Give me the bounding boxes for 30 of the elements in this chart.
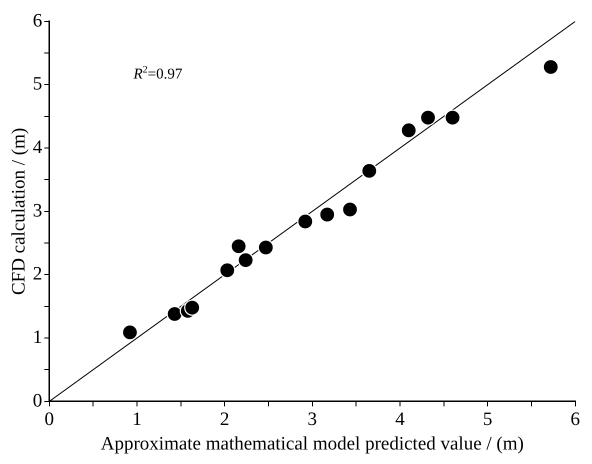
point (219, 262, 236, 278)
point (122, 324, 138, 340)
x-tick-label: 5 (482, 408, 492, 430)
point (400, 122, 417, 138)
point (258, 239, 274, 256)
y-tick-label: 5 (32, 74, 42, 95)
x-tick-label: 1 (132, 408, 142, 430)
y-tick-label: 2 (32, 264, 42, 285)
point (444, 110, 461, 126)
x-tick-label: 4 (395, 408, 406, 430)
x-tick-label: 6 (570, 408, 580, 430)
x-tick-label: 3 (308, 408, 318, 430)
point (166, 306, 183, 322)
x-axis-title: Approximate mathematical model predicted value / (m) (100, 434, 524, 455)
y-tick-label: 4 (32, 137, 43, 158)
y-tick-label: 3 (32, 200, 42, 222)
point (542, 58, 559, 76)
x-tick-label: 2 (220, 408, 230, 430)
y-tick-label: 1 (32, 327, 42, 348)
y-tick-label: 0 (32, 390, 42, 412)
point (297, 213, 314, 230)
point (420, 110, 436, 126)
point (184, 300, 200, 316)
point (238, 252, 254, 268)
point (319, 206, 336, 223)
point (230, 238, 247, 254)
point (342, 201, 358, 218)
y-axis-title: CFD calculation / (m) (8, 128, 30, 296)
point (361, 162, 378, 179)
y-tick-label: 6 (32, 10, 42, 32)
